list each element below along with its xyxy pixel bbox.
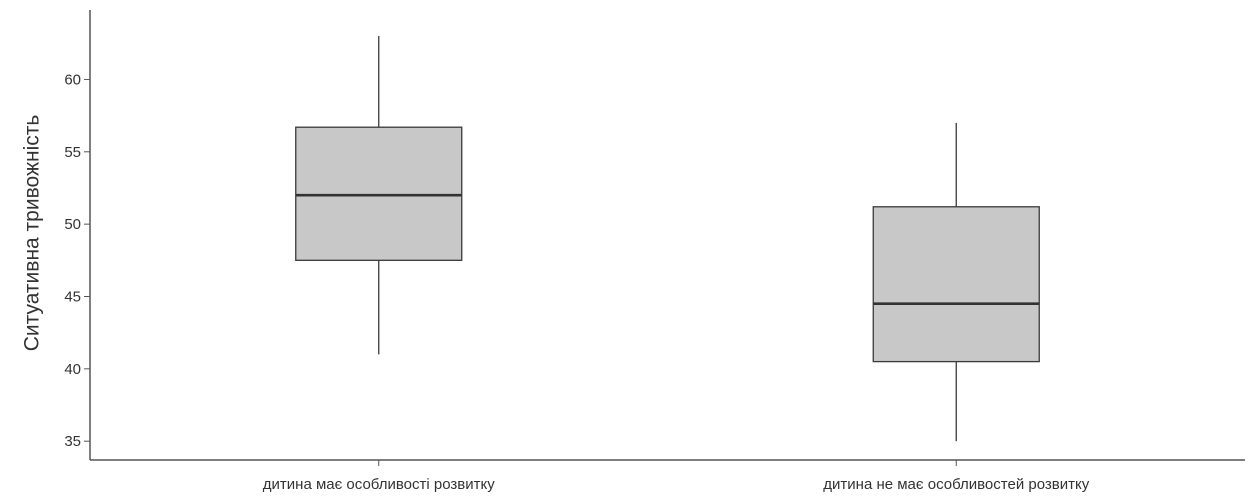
y-tick-label: 55 <box>64 144 81 161</box>
x-axis-ticks: дитина має особливості розвитку дитина не… <box>263 460 1090 493</box>
x-tick-label: дитина не має особливостей розвитку <box>823 476 1089 493</box>
y-tick-label: 50 <box>64 216 81 233</box>
y-tick-label: 45 <box>64 288 81 305</box>
y-axis-ticks: 35 40 45 50 55 60 <box>64 71 90 450</box>
box-group <box>295 36 463 355</box>
box-iqr <box>872 206 1040 363</box>
y-tick-label: 60 <box>64 71 81 88</box>
x-tick-label: дитина має особливості розвитку <box>263 476 495 493</box>
box-iqr <box>295 126 463 261</box>
box-group <box>872 122 1040 442</box>
boxes <box>295 36 1040 442</box>
y-tick-label: 40 <box>64 361 81 378</box>
y-axis-title: Ситуативна тривожність <box>20 115 43 352</box>
y-tick-label: 35 <box>64 433 81 450</box>
